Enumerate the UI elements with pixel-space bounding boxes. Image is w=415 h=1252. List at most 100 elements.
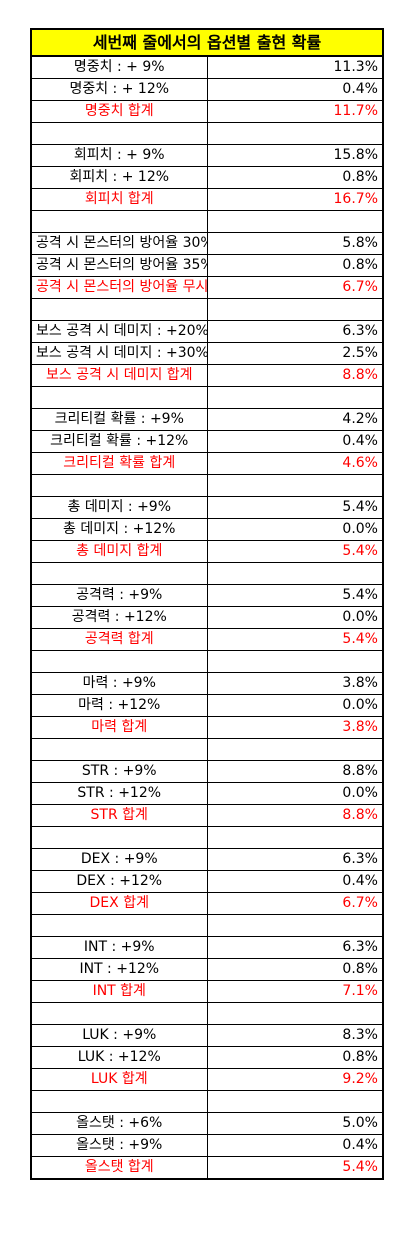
option-label: 마력 : +12% xyxy=(30,694,208,717)
blank-row xyxy=(30,474,384,497)
option-label: LUK : +9% xyxy=(30,1024,208,1047)
probability-value: 0.4% xyxy=(206,1134,384,1157)
option-label xyxy=(30,210,208,233)
table-row: 마력 : +9% 3.8% xyxy=(30,672,384,695)
probability-table: 세번째 줄에서의 옵션별 출현 확률 명중치 : + 9% 11.3% 명중치 : … xyxy=(30,28,384,1180)
blank-row xyxy=(30,650,384,673)
table-row: 공격 시 몬스터의 방어율 30% 무시5.8% xyxy=(30,232,384,255)
table-row: 공격력 : +9% 5.4% xyxy=(30,584,384,607)
table-row: 공격 시 몬스터의 방어율 35% 무시0.8% xyxy=(30,254,384,277)
option-label: 공격 시 몬스터의 방어율 35% 무시 xyxy=(30,254,208,277)
probability-value: 0.0% xyxy=(206,518,384,541)
probability-value: 6.3% xyxy=(206,848,384,871)
probability-value: 4.6% xyxy=(206,452,384,475)
probability-value: 0.8% xyxy=(206,958,384,981)
table-row: 크리티컬 확률 : +12% 0.4% xyxy=(30,430,384,453)
table-row: 명중치 : + 9% 11.3% xyxy=(30,55,384,79)
probability-value: 15.8% xyxy=(206,144,384,167)
probability-value xyxy=(206,1090,384,1113)
probability-value: 6.7% xyxy=(206,276,384,299)
probability-value xyxy=(206,1002,384,1025)
option-label: 명중치 합계 xyxy=(30,100,208,123)
probability-value: 0.8% xyxy=(206,1046,384,1069)
option-label: 공격력 : +12% xyxy=(30,606,208,629)
option-label xyxy=(30,914,208,937)
option-label: 총 데미지 : +12% xyxy=(30,518,208,541)
table-row: DEX : +9% 6.3% xyxy=(30,848,384,871)
blank-row xyxy=(30,914,384,937)
table-row: STR : +9% 8.8% xyxy=(30,760,384,783)
option-label: STR : +9% xyxy=(30,760,208,783)
option-label: 회피치 : + 9% xyxy=(30,144,208,167)
blank-row xyxy=(30,122,384,145)
probability-value xyxy=(206,562,384,585)
total-row: 올스탯 합계 5.4% xyxy=(30,1156,384,1180)
option-label xyxy=(30,122,208,145)
table-row: LUK : +9% 8.3% xyxy=(30,1024,384,1047)
total-row: 보스 공격 시 데미지 합계 8.8% xyxy=(30,364,384,387)
table-title: 세번째 줄에서의 옵션별 출현 확률 xyxy=(30,28,384,57)
option-label xyxy=(30,826,208,849)
total-row: 공격 시 몬스터의 방어율 무시 합계6.7% xyxy=(30,276,384,299)
option-label: INT : +12% xyxy=(30,958,208,981)
table-row: LUK : +12% 0.8% xyxy=(30,1046,384,1069)
probability-value xyxy=(206,914,384,937)
option-label: 마력 합계 xyxy=(30,716,208,739)
table-row: 총 데미지 : +9% 5.4% xyxy=(30,496,384,519)
option-label: 크리티컬 확률 합계 xyxy=(30,452,208,475)
probability-value: 5.8% xyxy=(206,232,384,255)
option-label: 공격 시 몬스터의 방어율 30% 무시 xyxy=(30,232,208,255)
total-row: 회피치 합계 16.7% xyxy=(30,188,384,211)
option-label xyxy=(30,1090,208,1113)
table-row: DEX : +12% 0.4% xyxy=(30,870,384,893)
probability-value: 0.0% xyxy=(206,694,384,717)
option-label: STR : +12% xyxy=(30,782,208,805)
probability-value xyxy=(206,386,384,409)
probability-value: 0.4% xyxy=(206,430,384,453)
option-label: 올스탯 : +6% xyxy=(30,1112,208,1135)
probability-value xyxy=(206,474,384,497)
table-row: 회피치 : + 9% 15.8% xyxy=(30,144,384,167)
option-label: STR 합계 xyxy=(30,804,208,827)
option-label xyxy=(30,738,208,761)
blank-row xyxy=(30,1090,384,1113)
probability-value: 5.0% xyxy=(206,1112,384,1135)
table-body: 세번째 줄에서의 옵션별 출현 확률 명중치 : + 9% 11.3% 명중치 : … xyxy=(30,28,384,1180)
option-label: 명중치 : + 9% xyxy=(30,55,208,79)
total-row: 크리티컬 확률 합계 4.6% xyxy=(30,452,384,475)
option-label: 공격 시 몬스터의 방어율 무시 합계 xyxy=(30,276,208,299)
option-label xyxy=(30,1002,208,1025)
option-label: 크리티컬 확률 : +12% xyxy=(30,430,208,453)
blank-row xyxy=(30,1002,384,1025)
probability-value: 3.8% xyxy=(206,716,384,739)
option-label: DEX : +12% xyxy=(30,870,208,893)
probability-value xyxy=(206,210,384,233)
blank-row xyxy=(30,826,384,849)
table-row: 올스탯 : +6% 5.0% xyxy=(30,1112,384,1135)
option-label: 총 데미지 : +9% xyxy=(30,496,208,519)
table-row: 크리티컬 확률 : +9% 4.2% xyxy=(30,408,384,431)
option-label: 공격력 : +9% xyxy=(30,584,208,607)
blank-row xyxy=(30,738,384,761)
option-label xyxy=(30,474,208,497)
option-label: 마력 : +9% xyxy=(30,672,208,695)
option-label: 크리티컬 확률 : +9% xyxy=(30,408,208,431)
probability-value xyxy=(206,650,384,673)
probability-value: 16.7% xyxy=(206,188,384,211)
option-label: 총 데미지 합계 xyxy=(30,540,208,563)
option-label xyxy=(30,298,208,321)
probability-value: 9.2% xyxy=(206,1068,384,1091)
total-row: 마력 합계 3.8% xyxy=(30,716,384,739)
probability-value: 0.4% xyxy=(206,78,384,101)
total-row: STR 합계 8.8% xyxy=(30,804,384,827)
option-label: INT 합계 xyxy=(30,980,208,1003)
option-label: 올스탯 합계 xyxy=(30,1156,208,1180)
probability-value: 3.8% xyxy=(206,672,384,695)
probability-value: 0.0% xyxy=(206,782,384,805)
total-row: LUK 합계 9.2% xyxy=(30,1068,384,1091)
table-row: 총 데미지 : +12% 0.0% xyxy=(30,518,384,541)
option-label xyxy=(30,650,208,673)
total-row: 공격력 합계 5.4% xyxy=(30,628,384,651)
option-label: 보스 공격 시 데미지 합계 xyxy=(30,364,208,387)
table-row: INT : +12% 0.8% xyxy=(30,958,384,981)
